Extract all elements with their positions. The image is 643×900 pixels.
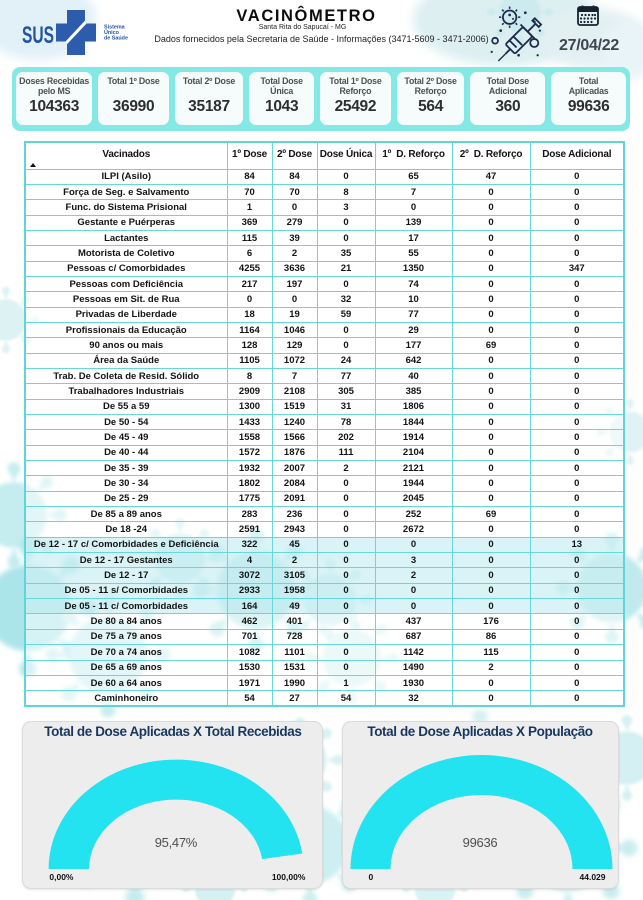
svg-text:SUS: SUS: [22, 22, 54, 49]
svg-text:Único: Único: [104, 29, 120, 36]
svg-text:Sistema: Sistema: [104, 25, 126, 31]
svg-text:de Saúde: de Saúde: [104, 36, 128, 42]
